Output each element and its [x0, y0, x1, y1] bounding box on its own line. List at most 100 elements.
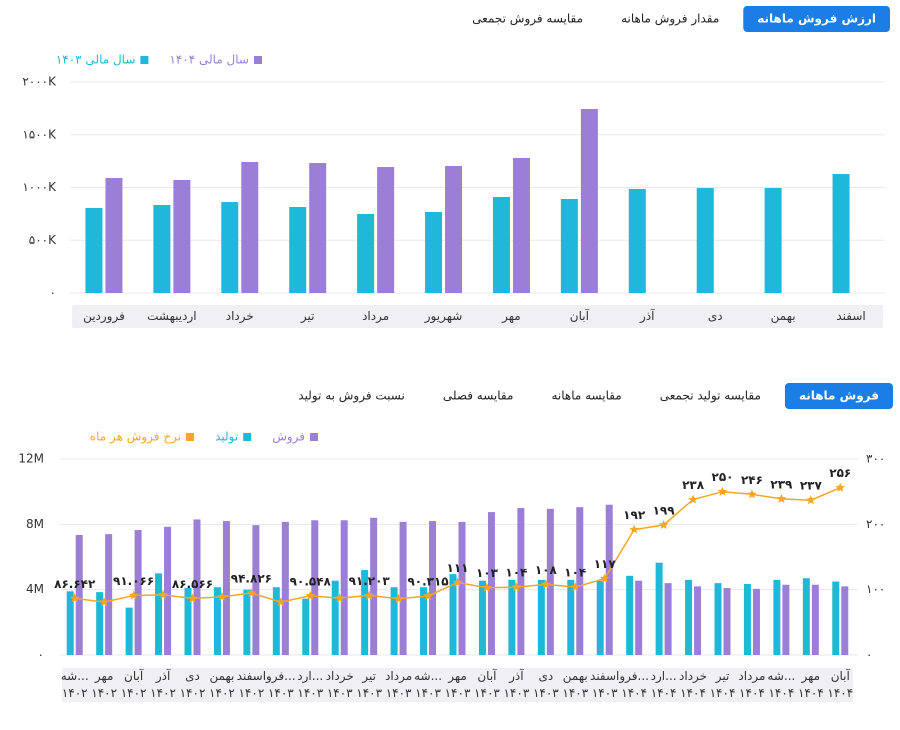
bar: [478, 580, 486, 655]
x-tick-label: ۱۴۰۳: [562, 686, 588, 700]
x-tick-label: بهمن: [209, 669, 234, 684]
bar: [517, 508, 525, 655]
x-tick-label: مهر: [801, 669, 821, 684]
x-tick-label: دی: [538, 669, 553, 683]
x-tick-label: فرو...: [618, 669, 649, 684]
x-tick-label: شهریور: [424, 309, 463, 324]
y2-tick-label: ۱۰۰: [866, 582, 885, 596]
tab-label[interactable]: مقایسه تولید تجمعی: [660, 389, 761, 404]
bar: [134, 530, 142, 655]
tab-button[interactable]: [743, 6, 890, 32]
rate-marker: [482, 582, 492, 592]
bar: [546, 508, 554, 655]
x-tick-label: مهر: [447, 669, 467, 684]
x-tick-label: ۱۴۰۳: [268, 686, 294, 700]
bar: [357, 213, 375, 293]
bar: [596, 580, 604, 655]
x-tick-label: آذر: [155, 668, 171, 684]
data-label: ۱۹۲: [623, 508, 646, 522]
bar: [773, 579, 781, 655]
data-label: ۱۱۷: [594, 557, 617, 571]
bar: [841, 586, 849, 655]
bar: [331, 580, 339, 655]
rate-marker: [393, 593, 404, 603]
bar: [153, 205, 171, 293]
data-label: ۹۱.۲۰۳: [349, 574, 391, 588]
x-tick-label: ۱۴۰۲: [62, 686, 88, 700]
legend-swatch: [310, 433, 318, 441]
bar: [252, 525, 260, 655]
bar: [125, 607, 133, 655]
rate-marker: [217, 591, 227, 601]
bar: [832, 173, 850, 293]
bar: [458, 521, 466, 655]
y-tick-label: ۲۰۰۰K: [22, 75, 57, 89]
bar: [425, 211, 443, 293]
x-tick-label: ۱۴۰۲: [180, 686, 206, 700]
rate-marker: [806, 495, 816, 505]
x-tick-label: آبان: [831, 668, 851, 683]
bar: [361, 570, 369, 655]
x-tick-label: ۱۴۰۳: [533, 686, 559, 700]
bar: [311, 520, 319, 655]
data-label: ۲۴۶: [741, 473, 763, 487]
bar: [340, 520, 348, 655]
x-tick-label: ۱۴۰۲: [209, 686, 235, 700]
bar: [628, 188, 646, 293]
bar: [281, 521, 289, 655]
tab-label[interactable]: نسبت فروش به تولید: [298, 389, 405, 404]
bar: [105, 534, 113, 655]
tab-label[interactable]: فروش ماهانه: [799, 389, 879, 404]
x-tick-label: خرداد: [326, 669, 354, 684]
bar: [811, 584, 819, 655]
x-tick-label: ۱۴۰۳: [297, 686, 323, 700]
x-tick-label: اسفند: [590, 669, 619, 683]
bar: [537, 579, 545, 655]
rate-marker: [305, 590, 315, 600]
bar: [390, 587, 398, 655]
bar: [449, 574, 457, 655]
data-label: ۹۴.۸۲۶: [231, 572, 272, 586]
bar: [193, 519, 201, 655]
bar: [508, 579, 516, 655]
legend-label: نرخ فروش هر ماه: [90, 430, 181, 445]
legend-label: تولید: [215, 430, 238, 445]
x-tick-label: خرداد: [226, 309, 254, 324]
bar: [164, 526, 172, 655]
tab-label[interactable]: ارزش فروش ماهانه: [757, 12, 876, 27]
x-tick-label: ۱۴۰۲: [238, 686, 264, 700]
bar: [664, 583, 672, 655]
x-tick-label: دی: [708, 309, 723, 323]
x-tick-label: ۱۴۰۲: [91, 686, 117, 700]
bar: [213, 587, 221, 655]
data-label: ۱۰۸: [535, 563, 558, 577]
rate-marker: [570, 582, 580, 592]
bar: [420, 587, 428, 655]
x-tick-label: ۱۴۰۴: [827, 686, 853, 700]
bar: [512, 157, 530, 293]
rate-marker: [423, 591, 433, 600]
tab-label[interactable]: مقدار فروش ماهانه: [621, 12, 719, 27]
legend-swatch: [186, 433, 195, 441]
x-tick-label: آذر: [639, 308, 655, 324]
tab-label[interactable]: مقایسه فصلی: [443, 389, 514, 403]
rate-marker: [335, 593, 345, 603]
bar: [605, 504, 613, 655]
tab-label[interactable]: مقایسه ماهانه: [551, 389, 621, 403]
x-tick-label: ۱۴۰۳: [356, 686, 382, 700]
bar: [567, 579, 575, 655]
x-tick-label: مرداد: [385, 669, 412, 684]
bar: [173, 180, 191, 293]
tab-label[interactable]: مقایسه فروش تجمعی: [472, 12, 583, 27]
bar: [723, 588, 731, 655]
x-tick-label: دی: [185, 669, 200, 683]
bar: [377, 167, 395, 293]
x-tick-label: ارد...: [651, 669, 677, 684]
bar: [752, 588, 760, 655]
x-tick-label: آبان: [124, 668, 144, 683]
legend-label: فروش: [272, 430, 305, 445]
y2-tick-label: ۲۰۰: [866, 517, 885, 531]
data-label: ۲۵۶: [829, 466, 851, 480]
tab-button[interactable]: [784, 383, 893, 409]
